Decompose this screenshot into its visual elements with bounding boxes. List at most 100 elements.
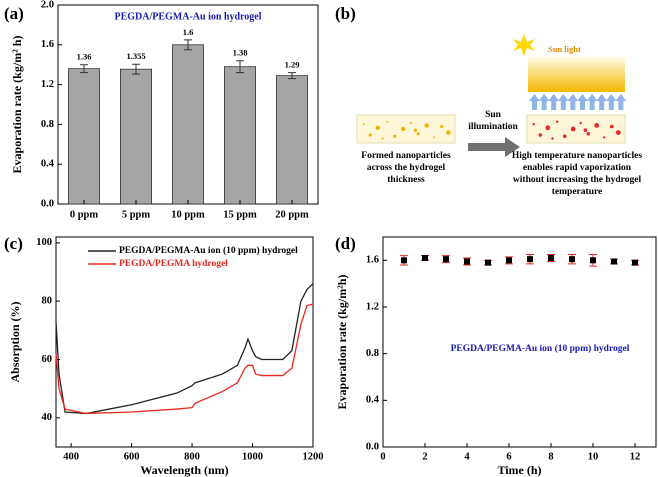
particle: [532, 123, 535, 126]
value-label: 1.36: [77, 52, 92, 62]
x-tick-label: 1200: [303, 451, 324, 462]
y-tick-label: 0.0: [41, 198, 54, 209]
x-tick-label: 800: [184, 451, 200, 462]
particle: [603, 136, 606, 139]
point: [443, 256, 449, 263]
particle: [362, 123, 365, 126]
x-tick-label: 2: [422, 451, 427, 462]
y-tick-label: 1.2: [366, 301, 379, 312]
x-tick-label: 0 ppm: [70, 209, 99, 220]
x-tick-label: 15 ppm: [223, 209, 257, 220]
y-tick-label: 1.2: [41, 79, 54, 90]
bar: [275, 75, 308, 205]
arrow: [615, 94, 627, 110]
x-tick-label: 600: [124, 451, 140, 462]
particle: [413, 128, 417, 132]
error-bar: [288, 72, 296, 80]
caption: without increasing the hydrogel: [513, 175, 642, 185]
bar: [68, 68, 101, 205]
arrow: [557, 94, 569, 110]
x-tick-label: 12: [630, 451, 641, 462]
chart: (a) 0.0 0.4 0.8 1.2 1.6 2.0 Evaporation rate (k…: [4, 0, 319, 220]
particle: [433, 136, 436, 139]
y-tick-label: 0.0: [366, 441, 379, 452]
particle: [551, 137, 554, 140]
arrow-label: Sun: [485, 110, 502, 120]
plot-frame: [382, 236, 657, 448]
arrow: [577, 94, 588, 110]
x-tick-label: 20 ppm: [275, 209, 309, 220]
arrow: [605, 94, 617, 110]
caption: enables rapid vaporization: [523, 163, 632, 173]
x-axis-label: Wavelength (nm): [140, 463, 228, 477]
series-line: [55, 303, 314, 415]
y-tick-label: 0.8: [41, 119, 54, 130]
x-tick-label: 0: [380, 451, 385, 462]
particle: [446, 130, 451, 135]
particle: [409, 122, 412, 124]
caption: across the hydrogel: [367, 163, 446, 173]
x-tick-label: 4: [464, 451, 470, 462]
value-label: 1.6: [183, 27, 194, 37]
y-tick-label: 2.0: [41, 0, 54, 10]
x-tick-label: 10 ppm: [171, 209, 205, 220]
error-bar: [236, 60, 244, 74]
y-tick-label: 40: [42, 412, 53, 423]
point: [632, 259, 638, 266]
particle: [586, 132, 591, 136]
caption: Formed nanoparticles: [361, 151, 451, 161]
x-axis-label: Time (h): [497, 463, 541, 477]
light-rays: [528, 57, 625, 92]
hydrogel-right: [526, 114, 626, 144]
annotation: PEGDA/PEGMA-Au ion (10 ppm) hydrogel: [451, 343, 630, 354]
value-label: 1.355: [126, 51, 145, 61]
panel-label: (d): [335, 234, 356, 253]
caption: High temperature nanoparticles: [512, 151, 642, 161]
x-tick-label: 10: [588, 451, 599, 462]
point: [506, 257, 512, 264]
particle: [386, 120, 389, 123]
y-axis-label: Evaporation rate (kg/m² h): [10, 36, 24, 174]
x-tick-label: 8: [548, 451, 553, 462]
panel-label: (c): [4, 234, 23, 253]
x-tick-label: 400: [63, 451, 79, 462]
error-bar: [132, 63, 140, 75]
particle: [381, 137, 384, 140]
particle: [416, 132, 420, 136]
y-tick-label: 60: [42, 354, 53, 365]
arrow: [548, 94, 560, 110]
x-tick-label: 1000: [242, 451, 263, 462]
bar: [223, 66, 256, 205]
particle: [615, 130, 621, 136]
y-tick-label: 100: [36, 237, 52, 248]
particle: [562, 134, 567, 138]
x-tick-label: 6: [506, 451, 511, 462]
legend-label: PEGDA/PEGMA hydrogel: [119, 259, 228, 269]
particle: [545, 125, 551, 131]
chart: (c) 40 60 80 100 Absorption (%) 400 600 800 1000 1…: [4, 234, 324, 477]
bar: [171, 44, 204, 205]
particle: [570, 126, 576, 132]
chart-title: PEGDA/PEGMA-Au ion hydrogel: [114, 11, 261, 22]
y-tick-label: 1.6: [41, 39, 54, 50]
point: [422, 255, 428, 261]
particle: [375, 125, 380, 130]
y-tick-label: 80: [42, 296, 53, 307]
y-tick-label: 0.8: [366, 348, 379, 359]
arrow: [567, 94, 579, 110]
y-tick-label: 0.4: [41, 159, 55, 170]
panel-label: (a): [4, 4, 24, 23]
y-axis-label: Evaporation rate (kg/m²h): [335, 275, 349, 410]
arrow: [586, 94, 598, 110]
particle: [583, 128, 588, 132]
sun-label: Sun light: [548, 44, 581, 54]
sun-icon: [513, 34, 535, 56]
caption: temperature: [552, 187, 602, 197]
y-tick-label: 1.6: [366, 255, 379, 266]
hot-nanoparticles: [532, 120, 621, 140]
point: [485, 259, 491, 266]
particle: [579, 121, 582, 125]
particle: [594, 123, 600, 128]
particle: [538, 133, 543, 137]
